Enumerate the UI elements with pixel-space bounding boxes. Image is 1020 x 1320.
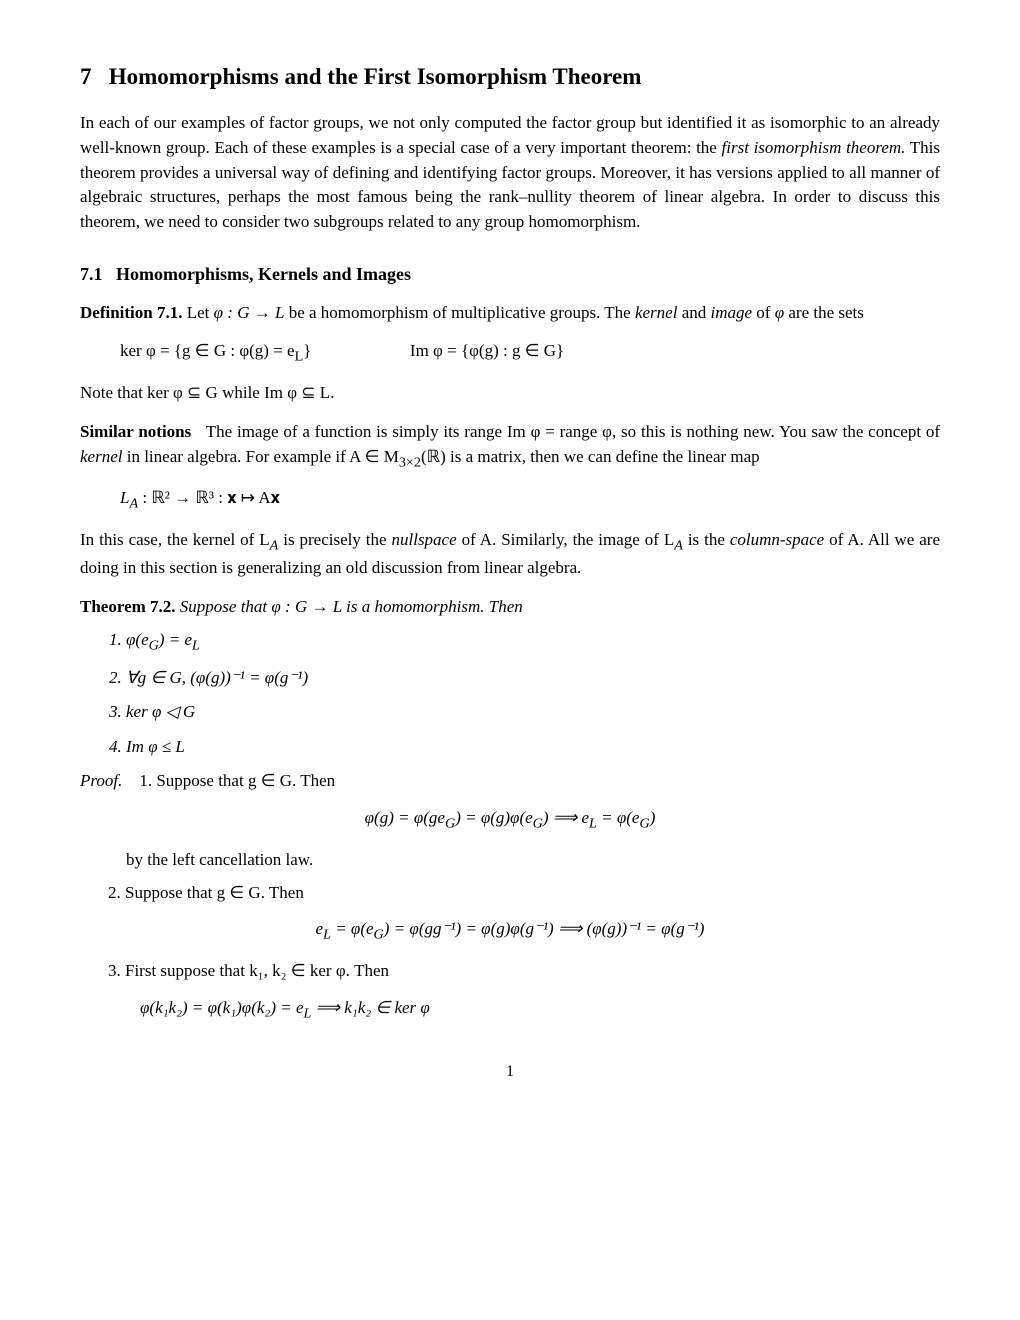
similar-text-4a: In this case, the kernel of L (80, 530, 270, 549)
definition-paragraph: Definition 7.1. Let φ : G → L be a homom… (80, 301, 940, 326)
similar-text-2: in linear algebra. For example if A ∈ M (122, 447, 398, 466)
page-number: 1 (80, 1060, 940, 1083)
im-eq: Im φ = {φ(g) : g ∈ G} (410, 341, 564, 360)
proof-step-2-intro: Suppose that g ∈ G. Then (125, 883, 304, 902)
proof-step-1-intro: Suppose that g ∈ G. Then (156, 771, 335, 790)
def-kernel-word: kernel (635, 303, 677, 322)
intro-emph: first isomorphism theorem. (722, 138, 906, 157)
subsection-heading: 7.1 Homomorphisms, Kernels and Images (80, 261, 940, 287)
similar-text-4c: of A. Similarly, the image of L (457, 530, 675, 549)
proof-step-3: 3. First suppose that k₁, k₂ ∈ ker φ. Th… (108, 959, 940, 984)
proof-step-3-eq: φ(k₁k₂) = φ(k₁)φ(k₂) = eL ⟹ k₁k₂ ∈ ker φ (140, 996, 940, 1024)
similar-notions-paragraph: Similar notions The image of a function … (80, 420, 940, 473)
theorem-text: Suppose that φ : G → L is a homomorphism… (180, 597, 523, 616)
def-math-block: ker φ = {g ∈ G : φ(g) = eL} Im φ = {φ(g)… (120, 339, 940, 367)
linear-map-eq: LA : ℝ² → ℝ³ : 𝐱 ↦ A𝐱 (120, 486, 940, 514)
proof-step-2: 2. Suppose that g ∈ G. Then (108, 881, 940, 906)
proof-step-1-eq: φ(g) = φ(geG) = φ(g)φ(eG) ⟹ eL = φ(eG) (80, 806, 940, 834)
theorem-items: φ(eG) = eL ∀g ∈ G, (φ(g))⁻¹ = φ(g⁻¹) ker… (80, 628, 940, 760)
similar-closing-paragraph: In this case, the kernel of LA is precis… (80, 528, 940, 581)
def-image-word: image (710, 303, 752, 322)
def-text-3: of (752, 303, 775, 322)
def-note: Note that ker φ ⊆ G while Im φ ⊆ L. (80, 381, 940, 406)
subsection-title: Homomorphisms, Kernels and Images (116, 264, 411, 284)
proof-label: Proof. (80, 771, 122, 790)
theorem-item-1: φ(eG) = eL (126, 628, 940, 656)
theorem-item-2: ∀g ∈ G, (φ(g))⁻¹ = φ(g⁻¹) (126, 666, 940, 691)
def-phi: φ (775, 303, 784, 322)
def-and: and (677, 303, 710, 322)
definition-label: Definition 7.1. (80, 303, 182, 322)
nullspace-word: nullspace (392, 530, 457, 549)
def-text-1: Let (187, 303, 214, 322)
similar-text-1: The image of a function is simply its ra… (206, 422, 940, 441)
proof-step-2-eq: eL = φ(eG) = φ(gg⁻¹) = φ(g)φ(g⁻¹) ⟹ (φ(g… (80, 917, 940, 945)
similar-heading: Similar notions (80, 422, 191, 441)
similar-sub: 3×2 (399, 454, 421, 470)
similar-kernel-word: kernel (80, 447, 122, 466)
section-title: Homomorphisms and the First Isomorphism … (109, 64, 642, 89)
def-phi-map: φ : G → L (214, 303, 285, 322)
section-number: 7 (80, 64, 92, 89)
theorem-item-4: Im φ ≤ L (126, 735, 940, 760)
ker-eq: ker φ = {g ∈ G : φ(g) = eL} (120, 341, 311, 360)
subsection-number: 7.1 (80, 264, 103, 284)
proof-block: Proof. 1. Suppose that g ∈ G. Then φ(g) … (80, 769, 940, 1023)
section-heading: 7 Homomorphisms and the First Isomorphis… (80, 60, 940, 93)
similar-text-4b: is precisely the (278, 530, 391, 549)
theorem-item-3: ker φ ◁ G (126, 700, 940, 725)
intro-paragraph: In each of our examples of factor groups… (80, 111, 940, 234)
proof-step-3-intro: First suppose that k₁, k₂ ∈ ker φ. Then (125, 961, 389, 980)
theorem-label: Theorem 7.2. (80, 597, 176, 616)
similar-text-4d: is the (683, 530, 730, 549)
def-text-4: are the sets (784, 303, 864, 322)
proof-step-1-end: by the left cancellation law. (126, 848, 940, 873)
theorem-line: Theorem 7.2. Suppose that φ : G → L is a… (80, 595, 940, 620)
def-text-2: be a homomorphism of multiplicative grou… (284, 303, 635, 322)
similar-text-3: (ℝ) is a matrix, then we can define the … (421, 447, 760, 466)
columnspace-word: column-space (730, 530, 824, 549)
proof-step-1: Proof. 1. Suppose that g ∈ G. Then (80, 769, 940, 794)
